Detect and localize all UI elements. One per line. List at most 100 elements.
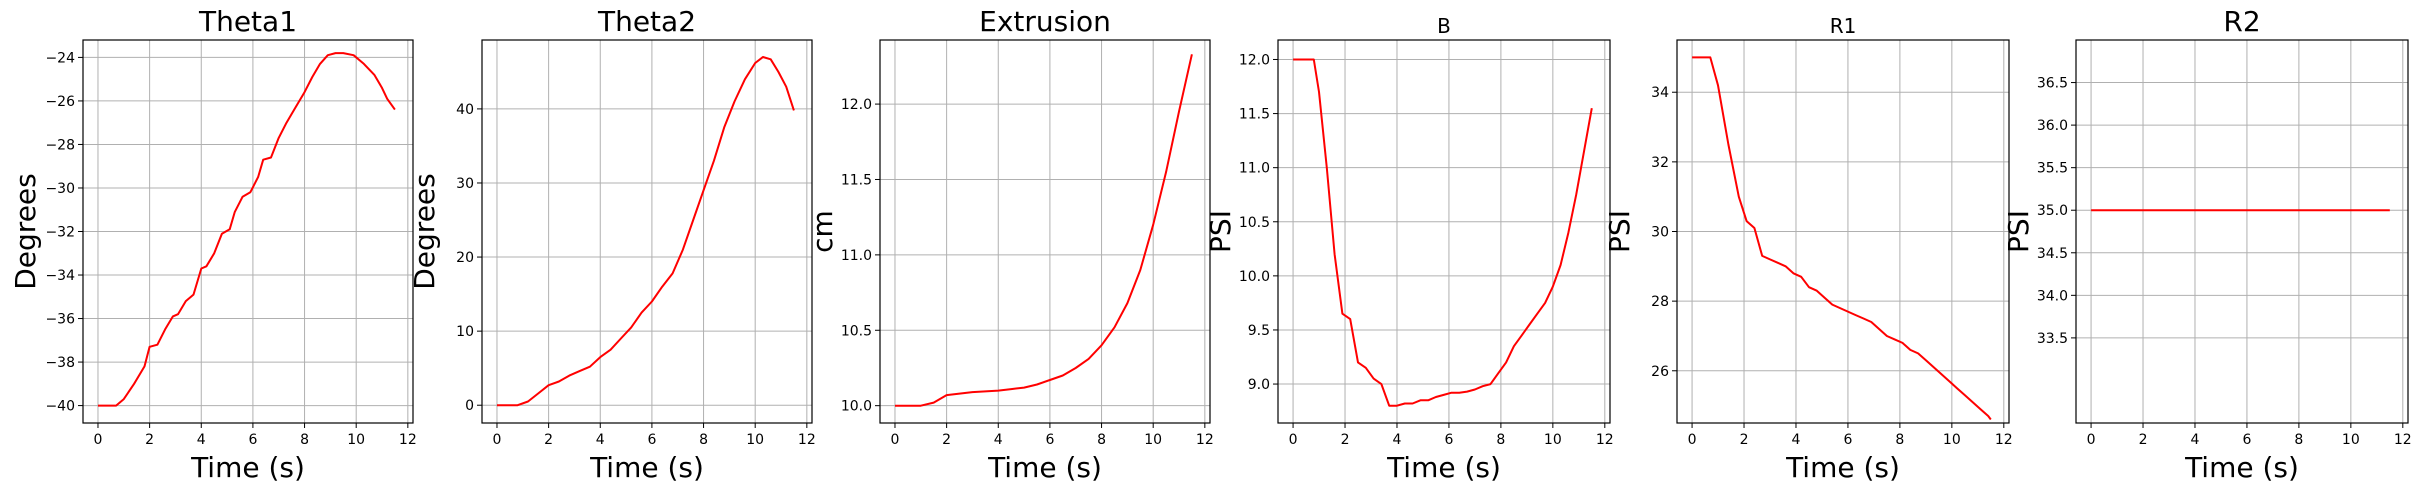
y-axis-label: PSI [2002, 210, 2035, 253]
x-tick-label: 2 [544, 432, 553, 448]
y-tick-label: 34.0 [2037, 288, 2068, 304]
y-tick-label: 11.0 [841, 248, 872, 264]
subplot-3: 0 2 4 6 8 10 12 10.0 10.5 11.0 11.5 12.0 Extrusion Ti… [806, 5, 1214, 484]
x-tick-label: 6 [1444, 432, 1453, 448]
y-tick-label: 10.0 [1239, 269, 1270, 285]
x-tick-label: 12 [1596, 432, 1614, 448]
y-tick-label: −40 [45, 399, 75, 415]
subplot-4: 0 2 4 6 8 10 12 9.0 9.5 10.0 10.5 11.0 11.5 12.0 B Time… [1204, 14, 1614, 484]
y-tick-label: 34 [1651, 85, 1669, 101]
y-tick-label: 34.5 [2037, 246, 2068, 262]
series-line [1293, 58, 1593, 407]
y-tick-label: 26 [1651, 364, 1669, 380]
x-axis-label: Time (s) [190, 451, 305, 484]
x-axis-label: Time (s) [1785, 451, 1900, 484]
y-tick-label: 30 [1651, 225, 1669, 241]
y-tick-label: 10.5 [841, 323, 872, 339]
y-tick-label: 11.5 [841, 172, 872, 188]
y-tick-label: 35.0 [2037, 203, 2068, 219]
y-tick-label: 12.0 [1239, 52, 1270, 68]
y-tick-label: −24 [45, 50, 75, 66]
y-tick-label: 20 [456, 250, 474, 266]
chart-title: R1 [1830, 14, 1857, 38]
x-tick-label: 4 [1792, 432, 1801, 448]
x-tick-label: 4 [197, 432, 206, 448]
x-tick-label: 12 [2394, 432, 2412, 448]
y-tick-label: 30 [456, 176, 474, 192]
x-tick-label: 10 [347, 432, 365, 448]
axes-frame [481, 39, 813, 424]
y-tick-label: −28 [45, 137, 75, 153]
x-tick-label: 2 [2139, 432, 2148, 448]
x-tick-label: 12 [1196, 432, 1214, 448]
x-tick-label: 0 [891, 432, 900, 448]
x-tick-label: 8 [699, 432, 708, 448]
y-tick-label: 36.0 [2037, 118, 2068, 134]
subplot-5: 0 2 4 6 8 10 12 26 28 30 32 34 R1 Time (s) PSI [1603, 14, 2013, 484]
chart-title: Theta1 [198, 5, 297, 38]
x-tick-label: 8 [1496, 432, 1505, 448]
x-tick-label: 6 [1843, 432, 1852, 448]
x-tick-label: 12 [399, 432, 417, 448]
x-axis-label: Time (s) [1386, 451, 1501, 484]
y-tick-label: 12.0 [841, 97, 872, 113]
x-tick-label: 10 [1544, 432, 1562, 448]
y-tick-label: 11.0 [1239, 161, 1270, 177]
y-tick-label: 9.5 [1248, 323, 1270, 339]
x-tick-label: 6 [2242, 432, 2251, 448]
chart-title: B [1437, 14, 1451, 38]
x-tick-label: 10 [746, 432, 764, 448]
x-tick-label: 0 [94, 432, 103, 448]
y-tick-label: 9.0 [1248, 377, 1270, 393]
series-line [98, 52, 396, 407]
x-tick-label: 10 [1943, 432, 1961, 448]
series-line [1692, 56, 1992, 421]
x-tick-label: 8 [1895, 432, 1904, 448]
x-axis-label: Time (s) [987, 451, 1102, 484]
x-axis-label: Time (s) [2184, 451, 2299, 484]
x-tick-label: 12 [798, 432, 816, 448]
x-tick-label: 0 [493, 432, 502, 448]
x-tick-label: 6 [248, 432, 257, 448]
chart-title: R2 [2223, 5, 2260, 38]
y-tick-label: −36 [45, 312, 75, 328]
chart-title: Theta2 [597, 5, 696, 38]
y-axis-label: PSI [1603, 210, 1636, 253]
x-tick-label: 4 [2191, 432, 2200, 448]
x-tick-label: 10 [2342, 432, 2360, 448]
y-tick-label: 35.5 [2037, 161, 2068, 177]
x-tick-label: 0 [1688, 432, 1697, 448]
series-line [497, 56, 795, 407]
y-axis-label: PSI [1204, 210, 1237, 253]
y-tick-label: −30 [45, 181, 75, 197]
x-tick-label: 6 [647, 432, 656, 448]
y-tick-label: 40 [456, 102, 474, 118]
x-tick-label: 0 [1289, 432, 1298, 448]
x-tick-label: 2 [1740, 432, 1749, 448]
x-axis-label: Time (s) [589, 451, 704, 484]
axes-frame [2075, 39, 2409, 424]
y-axis-label: cm [806, 210, 839, 253]
y-tick-label: 36.5 [2037, 76, 2068, 92]
y-tick-label: 10 [456, 324, 474, 340]
y-tick-label: −34 [45, 268, 75, 284]
axes-frame [1277, 39, 1611, 424]
x-tick-label: 4 [596, 432, 605, 448]
x-tick-label: 2 [145, 432, 154, 448]
series-line [895, 54, 1193, 407]
y-tick-label: 33.5 [2037, 331, 2068, 347]
x-tick-label: 8 [1097, 432, 1106, 448]
x-tick-label: 4 [994, 432, 1003, 448]
axes-frame [879, 39, 1211, 424]
subplot-6: 0 2 4 6 8 10 12 33.5 34.0 34.5 35.0 35.5 36.0 36.5 R2 T… [2002, 5, 2412, 484]
x-tick-label: 8 [2294, 432, 2303, 448]
y-tick-label: 32 [1651, 155, 1669, 171]
y-tick-label: 28 [1651, 294, 1669, 310]
x-tick-label: 10 [1144, 432, 1162, 448]
x-tick-label: 6 [1045, 432, 1054, 448]
y-tick-label: 10.5 [1239, 215, 1270, 231]
y-tick-label: 0 [465, 398, 474, 414]
y-tick-label: −32 [45, 225, 75, 241]
x-tick-label: 4 [1393, 432, 1402, 448]
